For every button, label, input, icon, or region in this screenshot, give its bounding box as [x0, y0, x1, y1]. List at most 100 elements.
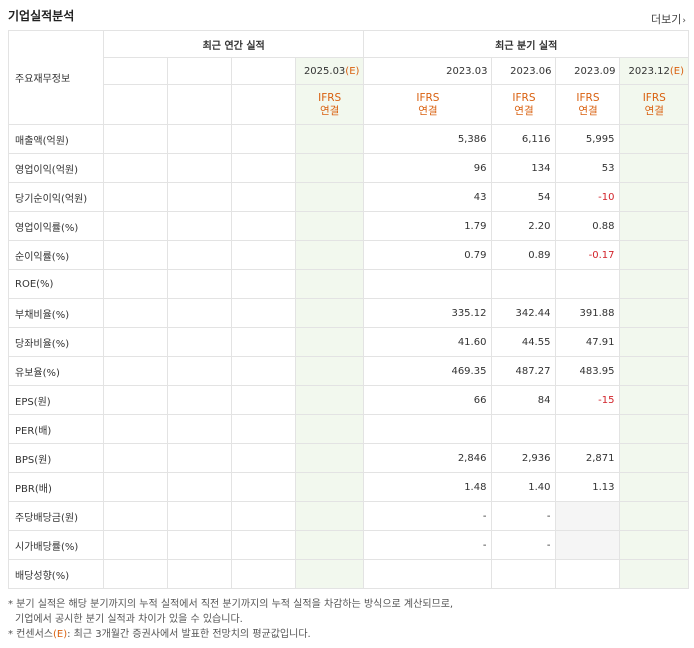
- quarter-cell: 5,995: [555, 124, 621, 154]
- row-label: 시가배당률(%): [8, 530, 104, 560]
- annual-cell: [102, 182, 168, 212]
- annual-cell: [294, 240, 365, 270]
- quarter-cell: 0.88: [555, 211, 621, 241]
- table-row: 당기순이익(억원) 43 54 -10: [8, 182, 689, 212]
- quarter-cell: 41.60: [363, 327, 493, 357]
- quarter-cell: [619, 182, 689, 212]
- annual-cell: [166, 211, 232, 241]
- quarter-cell: 1.79: [363, 211, 493, 241]
- row-label: 영업이익(억원): [8, 153, 104, 183]
- quarter-period-label: 2023.03: [446, 65, 488, 77]
- annual-cell: [230, 124, 296, 154]
- ifrs-label: IFRS: [642, 91, 666, 104]
- quarter-cell: [555, 559, 621, 589]
- annual-cell: [102, 385, 168, 415]
- quarter-cell: [619, 153, 689, 183]
- annual-cell: [102, 443, 168, 473]
- table-row: 시가배당률(%) - -: [8, 530, 689, 560]
- annual-period-2: [230, 57, 296, 85]
- quarter-ifrs-label-0: IFRS 연결: [363, 84, 493, 125]
- quarter-cell: [555, 501, 621, 531]
- annual-cell: [102, 269, 168, 299]
- quarter-period-3: 2023.12(E): [619, 57, 689, 85]
- table-row: PER(배): [8, 414, 689, 444]
- quarter-cell: [619, 559, 689, 589]
- annual-cell: [294, 124, 365, 154]
- consolidated-label: 연결: [320, 104, 340, 117]
- quarter-cell: -: [363, 530, 493, 560]
- more-link[interactable]: 더보기›: [651, 11, 686, 27]
- consolidated-label: 연결: [578, 104, 598, 117]
- estimate-marker: (E): [669, 65, 684, 77]
- annual-cell: [166, 153, 232, 183]
- annual-group-header: 최근 연간 실적: [102, 30, 365, 58]
- quarter-period-label: 2023.12: [628, 65, 670, 77]
- quarter-ifrs-label-2: IFRS 연결: [555, 84, 621, 125]
- quarter-cell: 335.12: [363, 298, 493, 328]
- row-label: 부채비율(%): [8, 298, 104, 328]
- estimate-marker: (E): [345, 65, 360, 77]
- quarter-period-label: 2023.09: [574, 65, 616, 77]
- quarter-cell: 0.79: [363, 240, 493, 270]
- annual-cell: [166, 559, 232, 589]
- annual-cell: [230, 559, 296, 589]
- row-label: 매출액(억원): [8, 124, 104, 154]
- row-label: 영업이익률(%): [8, 211, 104, 241]
- annual-cell: [166, 298, 232, 328]
- quarter-cell: 2,936: [491, 443, 557, 473]
- table-row: BPS(원) 2,846 2,936 2,871: [8, 443, 689, 473]
- annual-cell: [294, 182, 365, 212]
- row-label: 주당배당금(원): [8, 501, 104, 531]
- quarter-cell: 54: [491, 182, 557, 212]
- footnote-2-text: : 최근 3개월간 증권사에서 발표한 전망치의 평균값입니다.: [67, 629, 311, 640]
- annual-cell: [294, 385, 365, 415]
- annual-cell: [166, 385, 232, 415]
- table-row: EPS(원) 66 84 -15: [8, 385, 689, 415]
- row-label: ROE(%): [8, 269, 104, 299]
- quarter-cell: 469.35: [363, 356, 493, 386]
- ifrs-label: IFRS: [318, 91, 342, 104]
- ifrs-label: IFRS: [512, 91, 536, 104]
- annual-cell: [102, 501, 168, 531]
- quarter-cell: 2,846: [363, 443, 493, 473]
- consolidated-label: 연결: [418, 104, 438, 117]
- annual-cell: [102, 530, 168, 560]
- annual-cell: [166, 443, 232, 473]
- table-row: 당좌비율(%) 41.60 44.55 47.91: [8, 327, 689, 357]
- annual-cell: [166, 472, 232, 502]
- footnote-2-prefix: * 컨센서스: [8, 629, 53, 640]
- quarter-cell: 47.91: [555, 327, 621, 357]
- row-label: 당좌비율(%): [8, 327, 104, 357]
- annual-cell: [294, 559, 365, 589]
- annual-cell: [102, 153, 168, 183]
- annual-ifrs-empty: [166, 84, 232, 125]
- footnote-1: * 분기 실적은 해당 분기까지의 누적 실적에서 직전 분기까지의 누적 실적…: [8, 599, 454, 610]
- quarter-cell: -: [491, 501, 557, 531]
- table-row: PBR(배) 1.48 1.40 1.13: [8, 472, 689, 502]
- annual-cell: [294, 356, 365, 386]
- annual-cell: [294, 501, 365, 531]
- quarter-cell: -15: [555, 385, 621, 415]
- quarter-cell: -0.17: [555, 240, 621, 270]
- annual-cell: [294, 443, 365, 473]
- quarter-cell: 96: [363, 153, 493, 183]
- annual-cell: [230, 443, 296, 473]
- annual-cell: [166, 269, 232, 299]
- quarter-cell: 487.27: [491, 356, 557, 386]
- quarter-cell: [619, 298, 689, 328]
- quarter-cell: 66: [363, 385, 493, 415]
- quarter-cell: 44.55: [491, 327, 557, 357]
- quarter-cell: [619, 385, 689, 415]
- annual-cell: [294, 153, 365, 183]
- quarter-cell: [619, 443, 689, 473]
- row-header-label: 주요재무정보: [8, 30, 104, 125]
- quarter-cell: [619, 356, 689, 386]
- table-row: 매출액(억원) 5,386 6,116 5,995: [8, 124, 689, 154]
- annual-cell: [166, 414, 232, 444]
- annual-period-0: [102, 57, 168, 85]
- chevron-right-icon: ›: [682, 16, 686, 26]
- annual-cell: [230, 385, 296, 415]
- quarter-cell: [619, 240, 689, 270]
- footnote-1-cont: 기업에서 공시한 분기 실적과 차이가 있을 수 있습니다.: [15, 614, 243, 625]
- annual-cell: [230, 472, 296, 502]
